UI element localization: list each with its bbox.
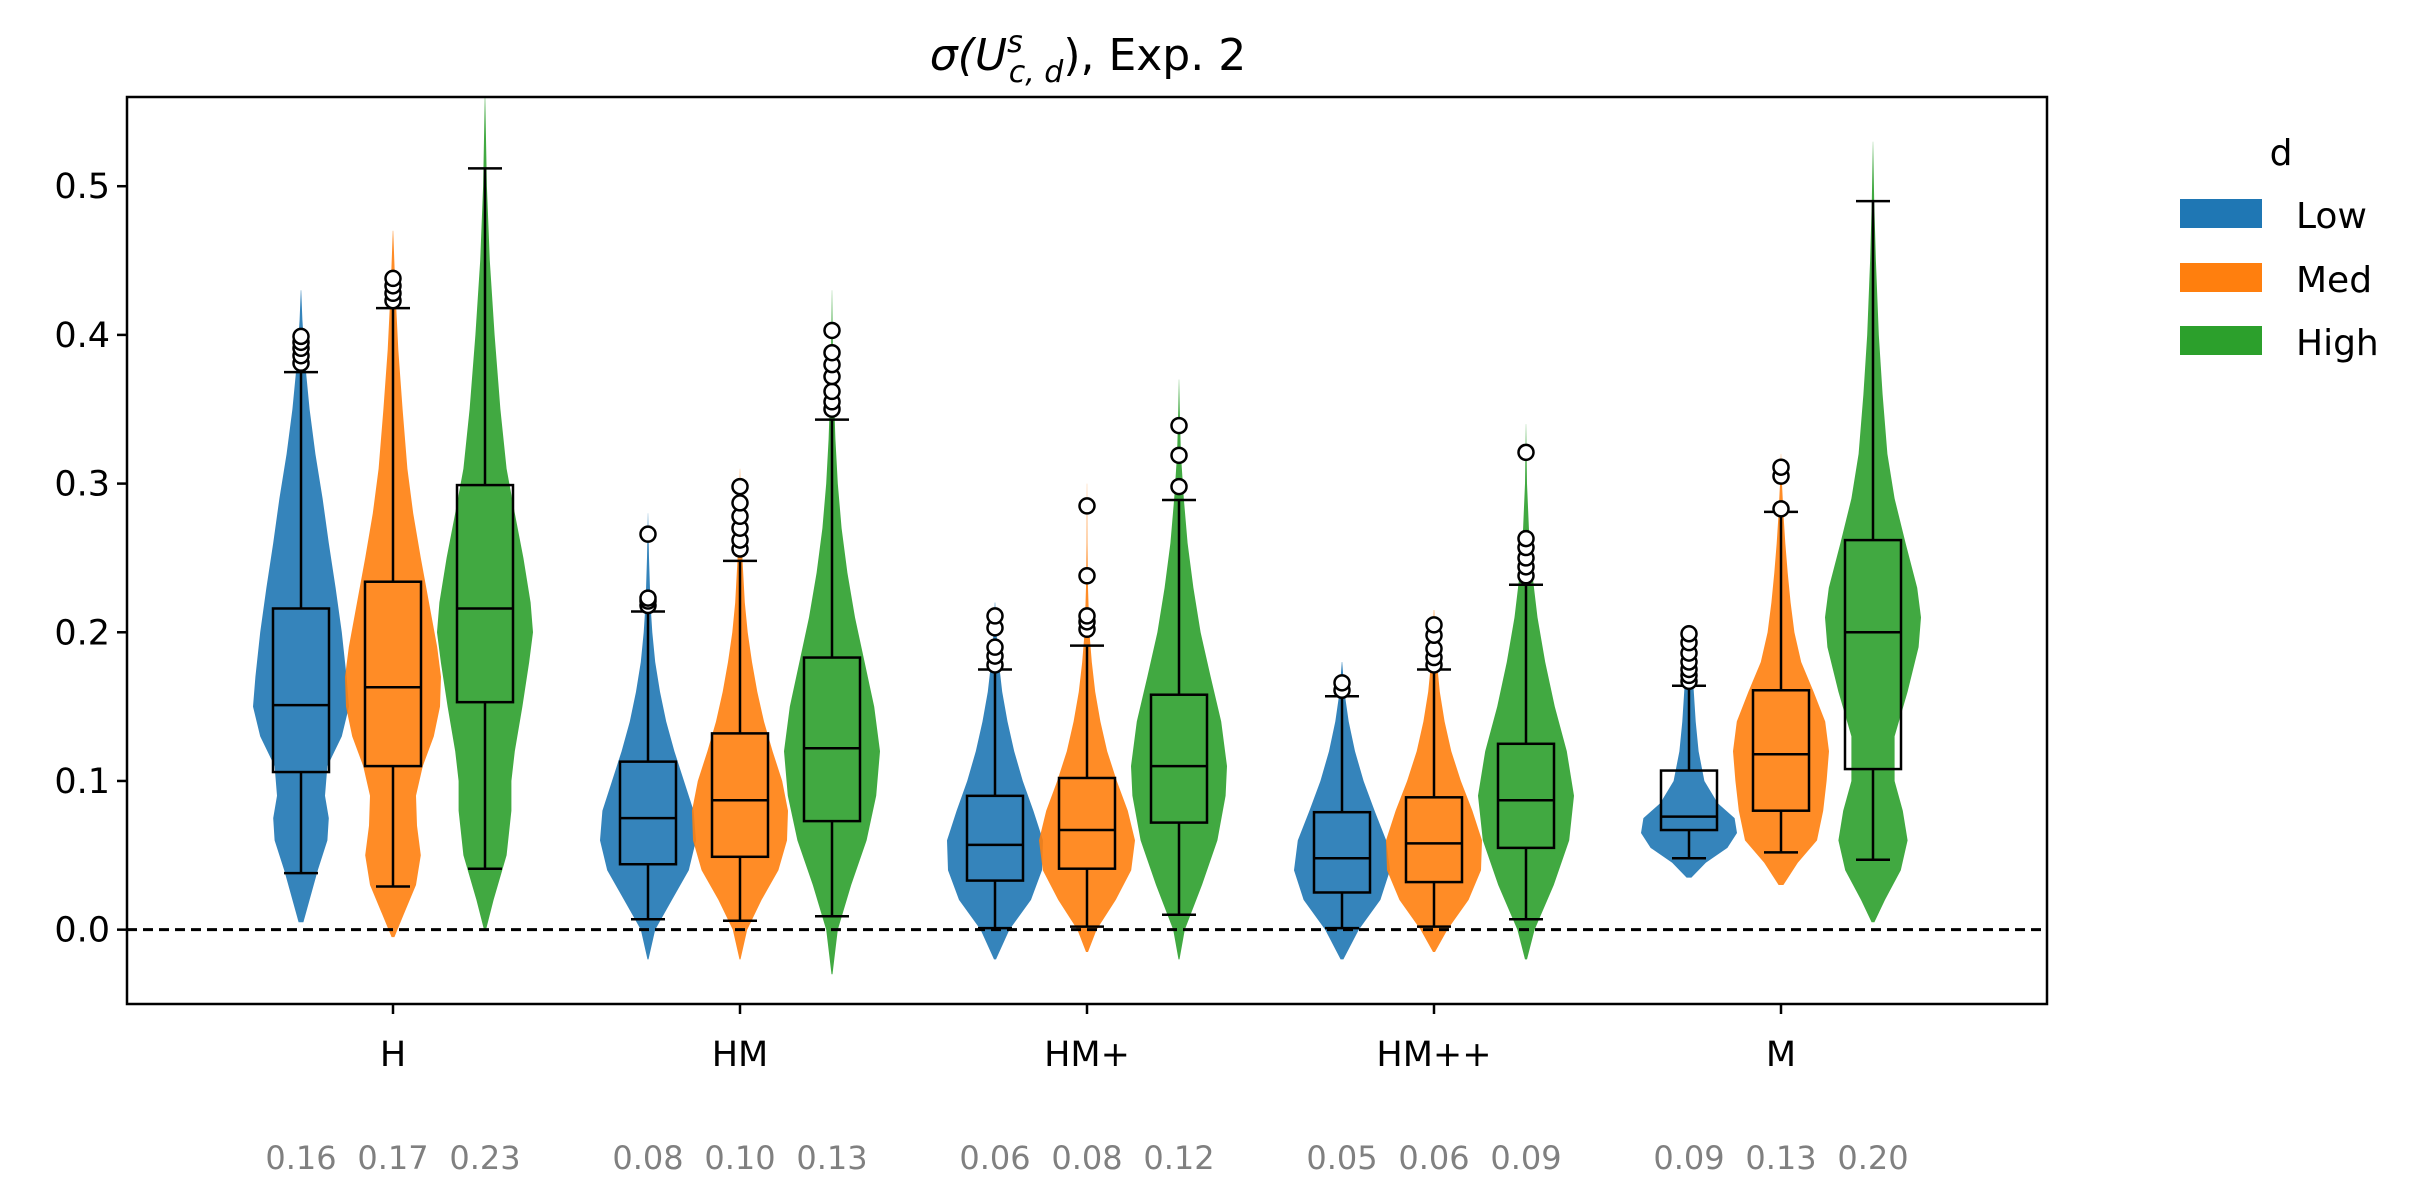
outlier-point	[1772, 458, 1790, 476]
outlier-point	[823, 321, 841, 340]
y-tick-label: 0.1	[54, 762, 110, 802]
mean-label-med-hm+: 0.08	[1051, 1139, 1122, 1177]
outlier-point	[1170, 416, 1188, 435]
outlier-point	[384, 269, 402, 288]
box-iqr	[455, 483, 515, 704]
box-iqr	[1312, 810, 1372, 894]
outlier-point	[1170, 477, 1188, 496]
outlier-point	[823, 382, 841, 401]
mean-label-med-hm: 0.10	[704, 1139, 775, 1177]
y-tick-label: 0.4	[54, 316, 110, 356]
mean-label-low-hm+: 0.06	[959, 1139, 1030, 1177]
mean-label-low-hm: 0.08	[612, 1139, 683, 1177]
title-u: U	[975, 30, 1007, 81]
chart-title: σ(Us c, d), Exp. 2	[930, 25, 1246, 90]
boxplots-layer	[271, 167, 1903, 930]
outlier-point	[1425, 616, 1443, 634]
outlier-point	[986, 607, 1004, 625]
box-iqr	[618, 760, 678, 866]
box-iqr	[710, 732, 770, 859]
outlier-point	[1517, 443, 1535, 462]
title-tail: ), Exp. 2	[1063, 30, 1246, 81]
outlier-point	[1333, 674, 1351, 692]
outlier-point	[986, 638, 1004, 656]
x-tick-label: HM++	[1376, 1035, 1491, 1075]
outlier-point	[1170, 446, 1188, 465]
box-iqr	[965, 794, 1025, 882]
outlier-point	[731, 477, 749, 496]
legend-label-high: High	[2296, 323, 2379, 364]
box-iqr	[1843, 538, 1903, 771]
legend-swatch-low	[2180, 199, 2262, 228]
y-axis: 0.0 0.1 0.2 0.3 0.4 0.5	[54, 167, 127, 951]
outlier-point	[823, 343, 841, 362]
box-iqr	[1659, 769, 1719, 832]
outlier-point	[639, 589, 657, 607]
legend-label-low: Low	[2296, 196, 2367, 237]
mean-label-high-m: 0.20	[1837, 1139, 1908, 1177]
title-superscript: s	[1007, 25, 1023, 60]
box-iqr	[1149, 693, 1209, 824]
legend-swatch-med	[2180, 263, 2262, 292]
outlier-point	[1078, 567, 1096, 585]
outlier-point	[292, 327, 310, 346]
y-tick-label: 0.5	[54, 167, 110, 207]
box-iqr	[1057, 776, 1117, 870]
mean-label-low-h: 0.16	[265, 1139, 336, 1177]
x-tick-label: HM	[712, 1035, 769, 1075]
box-iqr	[1496, 742, 1556, 850]
y-tick-label: 0.2	[54, 613, 110, 653]
legend-swatch-high	[2180, 326, 2262, 355]
box-iqr	[363, 580, 423, 768]
mean-label-high-hm: 0.13	[796, 1139, 867, 1177]
y-tick-label: 0.0	[54, 911, 110, 951]
mean-label-low-m: 0.09	[1653, 1139, 1724, 1177]
title-sigma: σ(	[930, 30, 977, 81]
outlier-point	[639, 525, 657, 543]
box-iqr	[802, 656, 862, 823]
box-iqr	[1751, 689, 1811, 812]
x-axis: H HM HM+ HM++ M	[380, 1004, 1796, 1075]
outlier-point	[1680, 625, 1698, 643]
legend-title: d	[2270, 133, 2293, 174]
x-tick-label: M	[1766, 1035, 1796, 1075]
box-iqr	[271, 607, 331, 774]
outlier-point	[1772, 500, 1790, 518]
mean-label-high-hm++: 0.09	[1490, 1139, 1561, 1177]
mean-label-med-m: 0.13	[1745, 1139, 1816, 1177]
outlier-point	[731, 494, 749, 512]
y-tick-label: 0.3	[54, 465, 110, 505]
title-subscript: c, d	[1009, 55, 1065, 90]
outlier-point	[1078, 607, 1096, 625]
outlier-point	[1517, 529, 1535, 548]
outlier-point	[1078, 497, 1096, 515]
box-iqr	[1404, 796, 1464, 884]
mean-label-low-hm++: 0.05	[1306, 1139, 1377, 1177]
mean-label-high-hm+: 0.12	[1143, 1139, 1214, 1177]
mean-label-high-h: 0.23	[449, 1139, 520, 1177]
legend-label-med: Med	[2296, 260, 2372, 301]
violin-high-h	[437, 97, 533, 930]
violins-layer	[253, 97, 1921, 975]
mean-label-med-hm++: 0.06	[1398, 1139, 1469, 1177]
x-tick-label: H	[380, 1035, 406, 1075]
x-tick-label: HM+	[1044, 1035, 1130, 1075]
legend: d Low Med High	[2180, 133, 2379, 364]
mean-labels: 0.16 0.08 0.06 0.05 0.09 0.17 0.10 0.08 0.06 0.13…	[265, 1139, 1908, 1177]
mean-label-med-h: 0.17	[357, 1139, 428, 1177]
violin-med-h	[345, 230, 441, 938]
